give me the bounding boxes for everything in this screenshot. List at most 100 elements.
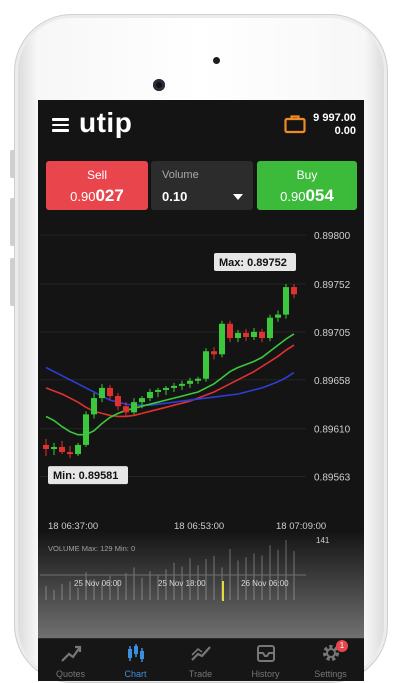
- y-tick-label: 0.89752: [314, 280, 351, 291]
- candle-body: [227, 323, 233, 339]
- volume-bar: [229, 548, 231, 600]
- candle-body: [275, 314, 281, 318]
- navigator-handle: [222, 581, 224, 601]
- candle-body: [291, 287, 297, 295]
- trade-icon: [190, 643, 212, 663]
- app-screen: utip 9 997.00 0.00 Sell 0.90027 Volume 0…: [38, 100, 364, 681]
- volume-down-button: [10, 258, 15, 306]
- nav-label: Chart: [124, 669, 147, 679]
- candle-body: [83, 414, 89, 445]
- nav-item-history[interactable]: History: [233, 639, 298, 681]
- volume-bar: [77, 587, 79, 600]
- top-bar: utip 9 997.00 0.00: [38, 100, 364, 150]
- indicator-line: [45, 344, 295, 418]
- buy-price-pips: 054: [305, 186, 334, 205]
- price-chart[interactable]: 0.89800 0.89752 0.89705 0.89658 0.89610 0.895…: [38, 215, 364, 635]
- buy-price: 0.90054: [257, 186, 357, 206]
- candle-body: [75, 444, 81, 455]
- volume-bar: [285, 540, 287, 600]
- volume-bar: [53, 589, 55, 600]
- y-tick-label: 0.89610: [314, 425, 351, 436]
- volume-bar: [61, 583, 63, 600]
- candle-body: [51, 446, 57, 449]
- volume-bar: [269, 545, 271, 600]
- candle-body: [139, 398, 145, 403]
- candle-body: [243, 332, 249, 337]
- min-label: Min: 0.89581: [53, 470, 118, 482]
- candle-body: [115, 396, 121, 407]
- volume-value: 141: [316, 536, 330, 545]
- date-label: 25 Nov 06:00: [74, 579, 122, 588]
- nav-label: Settings: [314, 669, 347, 679]
- y-tick-label: 0.89658: [314, 376, 351, 387]
- volume-label: VOLUME Max: 129 Min: 0: [48, 544, 135, 553]
- max-label-box: [214, 253, 296, 272]
- max-label: Max: 0.89752: [219, 257, 287, 269]
- y-tick-label: 0.89705: [314, 328, 351, 339]
- menu-icon[interactable]: [52, 118, 69, 132]
- candle-body: [259, 331, 265, 339]
- chevron-down-icon: [233, 194, 243, 200]
- account-balance[interactable]: 9 997.00 0.00: [313, 112, 356, 138]
- volume-bar: [237, 560, 239, 600]
- candle-body: [283, 287, 289, 315]
- volume-bar: [133, 567, 135, 600]
- briefcase-icon[interactable]: [284, 114, 306, 134]
- sell-price-pips: 027: [95, 186, 124, 205]
- y-tick-label: 0.89563: [314, 472, 351, 483]
- volume-value: 0.10: [162, 189, 188, 204]
- volume-bar: [253, 553, 255, 600]
- buy-label: Buy: [296, 168, 318, 182]
- app-logo: utip: [79, 107, 133, 138]
- nav-label: Trade: [188, 669, 213, 679]
- candle-body: [171, 385, 177, 388]
- candle-body: [219, 323, 225, 355]
- volume-select[interactable]: Volume 0.10: [151, 161, 253, 210]
- date-label: 25 Nov 18:00: [158, 579, 206, 588]
- candle-body: [131, 402, 137, 413]
- buy-button[interactable]: Buy 0.90054: [257, 161, 357, 210]
- time-label: 18 06:37:00: [48, 521, 98, 532]
- candle-body: [267, 317, 273, 339]
- date-label: 26 Nov 06:00: [241, 579, 289, 588]
- indicator-line: [45, 366, 295, 406]
- quotes-icon: [60, 643, 82, 663]
- speaker: [213, 57, 220, 64]
- nav-item-chart[interactable]: Chart: [103, 639, 168, 681]
- nav-item-trade[interactable]: Trade: [168, 639, 233, 681]
- candle-body: [67, 452, 73, 455]
- time-label: 18 06:53:00: [174, 521, 224, 532]
- volume-bar: [141, 577, 143, 600]
- candle-body: [163, 387, 169, 390]
- sell-price: 0.90027: [46, 186, 148, 206]
- candle-body: [179, 383, 185, 386]
- notification-badge: 1: [336, 640, 348, 652]
- volume-bar: [261, 555, 263, 600]
- candle-body: [235, 332, 241, 339]
- volume-bar: [125, 573, 127, 600]
- nav-item-quotes[interactable]: Quotes: [38, 639, 103, 681]
- sell-price-prefix: 0.90: [70, 189, 96, 204]
- front-camera: [153, 79, 165, 91]
- candle-body: [251, 331, 257, 337]
- balance-value: 9 997.00: [313, 112, 356, 124]
- bottom-nav: Quotes Chart Trade History Settings 1: [38, 638, 364, 681]
- candle-body: [147, 391, 153, 399]
- candle-body: [123, 406, 129, 413]
- candle-body: [59, 446, 65, 453]
- mute-switch: [10, 150, 15, 178]
- candle-body: [155, 389, 161, 392]
- chart-icon: [125, 643, 147, 663]
- nav-item-settings[interactable]: Settings 1: [298, 639, 363, 681]
- candle-body: [203, 351, 209, 379]
- volume-bar: [45, 586, 47, 600]
- gear-icon: [320, 643, 342, 663]
- candle-body: [99, 387, 105, 399]
- sell-button[interactable]: Sell 0.90027: [46, 161, 148, 210]
- candle-body: [187, 380, 193, 384]
- volume-bar: [293, 551, 295, 600]
- volume-bar: [213, 555, 215, 600]
- history-icon: [255, 643, 277, 663]
- buy-price-prefix: 0.90: [280, 189, 306, 204]
- y-tick-label: 0.89800: [314, 231, 351, 242]
